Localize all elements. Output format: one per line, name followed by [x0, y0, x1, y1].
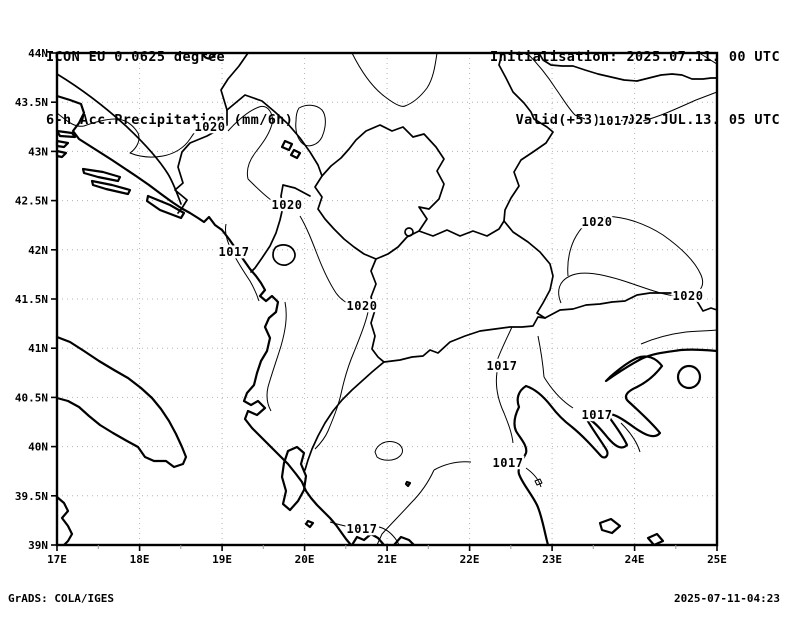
isobar-contour — [295, 104, 326, 147]
x-axis-tick-label: 21E — [377, 553, 397, 566]
country-border-path — [498, 52, 554, 222]
country-border-path — [370, 258, 385, 363]
isobar-contour — [56, 112, 208, 158]
x-axis-tick-label: 18E — [130, 553, 150, 566]
isobar-value-label: 1020 — [673, 289, 704, 303]
coastline-path — [200, 51, 218, 60]
coastline-path — [646, 532, 665, 547]
y-axis-tick-label: 44N — [28, 47, 48, 60]
y-axis-tick-label: 43.5N — [15, 96, 48, 109]
coastline-path — [145, 194, 186, 220]
country-border-path — [404, 227, 414, 237]
x-axis-tick-label: 17E — [47, 553, 67, 566]
coastline-path — [280, 139, 294, 152]
isobar-contour — [496, 326, 513, 362]
x-axis-tick-label: 22E — [460, 553, 480, 566]
coastline-path — [280, 445, 308, 512]
country-border-path — [503, 220, 554, 319]
y-axis-tick-label: 40.5N — [15, 391, 48, 404]
coastline-path — [55, 129, 77, 139]
country-border-path — [314, 124, 445, 260]
isobar-contour — [525, 467, 542, 488]
isobar-contour — [495, 371, 514, 444]
x-axis-tick-label: 20E — [295, 553, 315, 566]
coastline-path — [55, 94, 353, 547]
isobar-contour — [534, 478, 543, 486]
isobar-value-label: 1017 — [493, 456, 524, 470]
isobar-contour — [642, 91, 718, 122]
country-border-path — [220, 52, 249, 111]
country-border-path — [56, 73, 182, 205]
coastline-path — [404, 480, 412, 488]
isobar-contour — [543, 376, 574, 409]
coastline-path — [55, 139, 70, 149]
isobar-contour — [376, 469, 435, 546]
coastline-path — [55, 495, 74, 547]
coastline-path — [81, 167, 122, 183]
isobar-value-label: 1020 — [347, 299, 378, 313]
country-border-path — [250, 184, 311, 273]
isobar-contour — [374, 441, 403, 461]
y-axis-tick-label: 39N — [28, 539, 48, 552]
y-axis-tick-label: 42.5N — [15, 195, 48, 208]
valid-time: Valid(+53): 2025.JUL.13. 05 UTC — [515, 112, 780, 128]
isobar-contour — [698, 52, 718, 65]
isobar-value-label: 1020 — [195, 120, 226, 134]
country-border-path — [544, 292, 718, 319]
isobar-contour — [351, 52, 438, 107]
isobar-value-label: 1017 — [582, 408, 613, 422]
y-axis-tick-label: 40N — [28, 441, 48, 454]
isobar-contour — [378, 526, 400, 546]
coastline-path — [513, 348, 719, 547]
isobar-contour — [314, 311, 369, 450]
country-border-path — [418, 220, 505, 237]
isobar-contour — [526, 52, 586, 120]
isobar-contour — [433, 461, 472, 471]
isobar-contour — [247, 178, 272, 201]
coastline-path — [676, 364, 702, 390]
y-axis-tick-label: 43N — [28, 145, 48, 158]
coastline-path — [289, 148, 302, 160]
y-axis-tick-label: 41.5N — [15, 293, 48, 306]
isobar-contour — [640, 329, 718, 345]
isobar-contour — [225, 223, 260, 302]
coastline-path — [90, 179, 132, 196]
isobar-value-label: 1017 — [599, 114, 630, 128]
isobar-contour — [537, 335, 545, 378]
coastline-path — [55, 335, 188, 469]
isobar-value-label: 1020 — [272, 198, 303, 212]
country-border-path — [304, 361, 385, 471]
country-border-path — [272, 244, 296, 266]
y-axis-tick-label: 42N — [28, 244, 48, 257]
coastline-path — [55, 149, 68, 159]
x-axis-tick-label: 25E — [707, 553, 727, 566]
y-axis-tick-label: 41N — [28, 342, 48, 355]
isobar-contour — [329, 521, 357, 529]
isobar-contour — [266, 301, 287, 412]
isobar-value-label: 1020 — [582, 215, 613, 229]
creation-timestamp: 2025-07-11-04:23 — [674, 592, 780, 605]
coastline-path — [304, 519, 315, 529]
isobar-contour — [620, 422, 641, 453]
isobar-contour — [227, 105, 273, 180]
isobar-contour — [299, 215, 355, 307]
grads-credit: GrADS: COLA/IGES — [8, 592, 114, 605]
isobar-value-label: 1017 — [347, 522, 378, 536]
x-axis-tick-label: 23E — [542, 553, 562, 566]
x-axis-tick-label: 24E — [625, 553, 645, 566]
country-border-path — [174, 109, 228, 214]
isobar-contour — [558, 215, 704, 304]
y-axis-tick-label: 39.5N — [15, 490, 48, 503]
isobar-value-label: 1017 — [219, 245, 250, 259]
x-axis-tick-label: 19E — [212, 553, 232, 566]
coastline-path — [598, 517, 622, 535]
country-border-path — [383, 316, 546, 363]
coastline-path — [350, 532, 386, 547]
country-border-path — [538, 52, 718, 82]
isobar-value-label: 1017 — [487, 359, 518, 373]
country-border-path — [226, 94, 323, 177]
